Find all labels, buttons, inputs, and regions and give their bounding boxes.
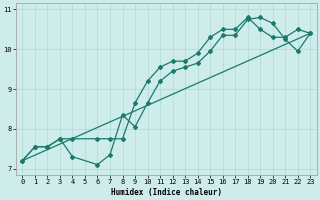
X-axis label: Humidex (Indice chaleur): Humidex (Indice chaleur): [111, 188, 222, 197]
